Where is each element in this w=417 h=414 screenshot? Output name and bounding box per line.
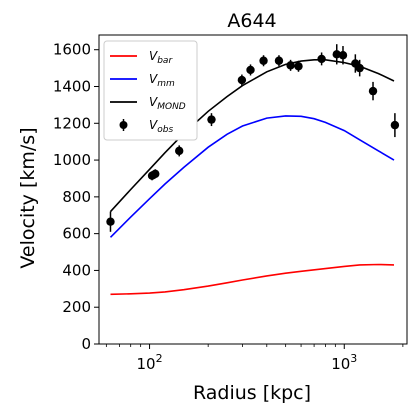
y-tick-label: 600	[62, 225, 91, 243]
series-line-bar	[110, 263, 395, 296]
data-point	[368, 86, 378, 96]
data-point	[286, 61, 295, 70]
chart-title: A644	[227, 10, 276, 32]
x-axis: 102 103	[105, 344, 404, 373]
legend-label: VMOND	[149, 95, 186, 112]
data-point	[237, 75, 247, 85]
data-point	[207, 115, 216, 124]
y-tick-label: 1200	[53, 114, 91, 132]
plot-points	[106, 44, 400, 232]
y-tick-label: 200	[62, 298, 91, 316]
x-tick-label: 102	[137, 352, 163, 373]
y-tick-label: 1600	[53, 41, 91, 59]
legend-label: Vobs	[149, 118, 173, 135]
data-point	[338, 51, 348, 60]
y-tick-label: 0	[81, 335, 91, 353]
plot-lines	[109, 58, 395, 296]
y-axis: 0 200 400 600 800 1000 1200 1400 1600	[53, 41, 99, 353]
y-tick-label: 1400	[53, 78, 91, 96]
data-point	[317, 54, 326, 64]
data-point	[151, 169, 160, 179]
data-point	[390, 120, 400, 130]
x-axis-label: Radius [kpc]	[193, 382, 311, 404]
legend: Vbar Vmm VMOND Vobs	[103, 40, 198, 141]
data-point	[294, 62, 303, 71]
y-tick-label: 800	[62, 188, 91, 206]
legend-label: Vbar	[149, 49, 173, 66]
y-tick-label: 1000	[53, 151, 91, 169]
data-point	[274, 56, 284, 65]
data-point	[175, 146, 184, 156]
series-line-mm	[109, 115, 395, 238]
y-tick-label: 400	[62, 261, 91, 279]
plot-frame	[98, 34, 408, 345]
legend-swatch-marker	[119, 121, 128, 129]
y-axis-label: Velocity [km/s]	[17, 127, 39, 268]
data-point	[106, 217, 115, 226]
data-point	[246, 65, 255, 75]
series-line-mond	[109, 58, 395, 213]
legend-box	[103, 40, 198, 141]
x-tick-label: 103	[331, 352, 357, 373]
data-point	[332, 50, 341, 59]
legend-label: Vmm	[149, 72, 175, 89]
data-point	[355, 63, 364, 73]
data-point	[259, 56, 268, 65]
